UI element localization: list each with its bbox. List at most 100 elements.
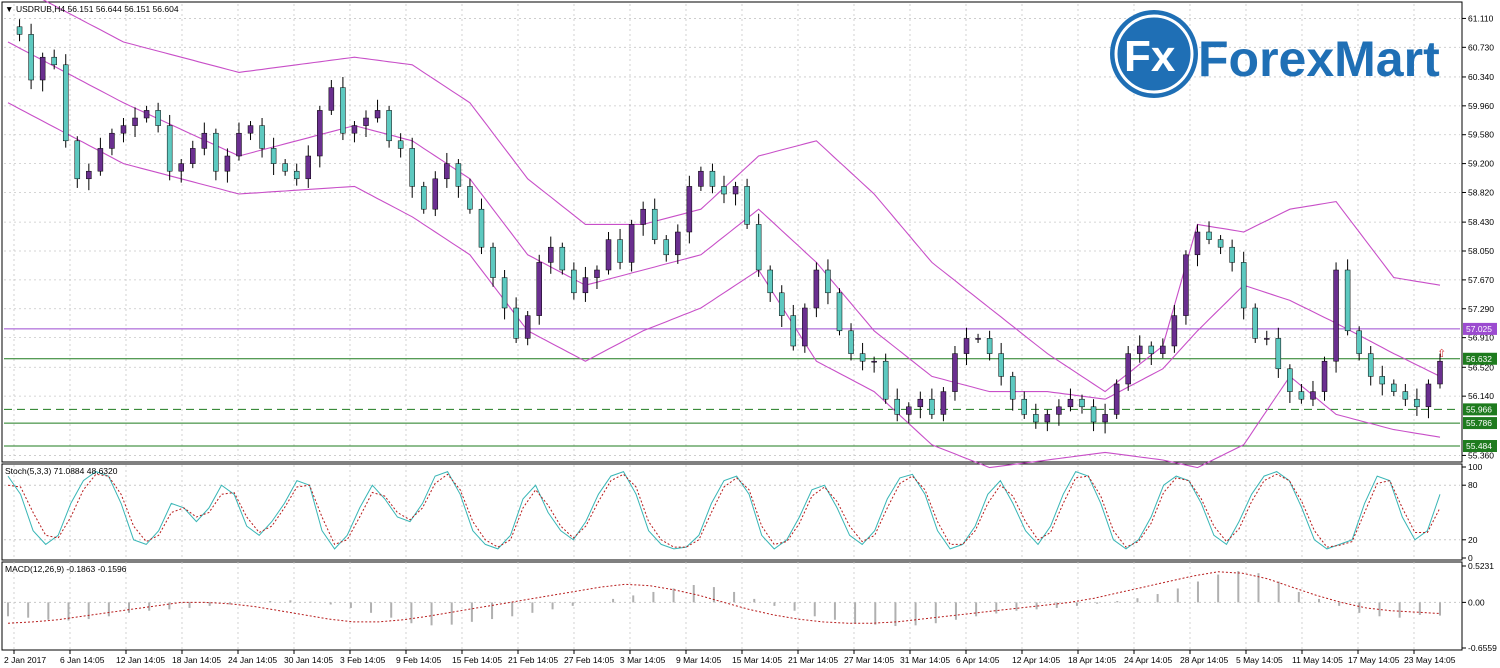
level-tag-label: 55.484 (1466, 441, 1492, 451)
candle-bear (467, 186, 473, 210)
candle-bear (213, 132, 219, 172)
candle-bull (1171, 315, 1178, 347)
candle-bull (1113, 383, 1120, 415)
candle-bear (1033, 414, 1039, 423)
time-axis: 2 Jan 2017 6 Jan 14:05 12 Jan 14:05 18 Jan … (4, 650, 1456, 665)
candle-bull (802, 307, 808, 347)
time-label: 23 May 14:05 (1404, 655, 1456, 665)
macd-axis-label: -0.6559 (1468, 643, 1497, 653)
candle-bear (409, 148, 415, 187)
candle-bear (986, 338, 993, 354)
candle-bull (132, 117, 138, 126)
level-tag-bg (1463, 322, 1497, 335)
logo-word: ForexMart (1198, 31, 1440, 87)
time-label: 11 May 14:05 (1292, 655, 1343, 665)
candle-bull (1264, 338, 1270, 340)
candle-bear (513, 307, 519, 339)
candle-bear (490, 246, 496, 278)
time-label: 12 Jan 14:05 (116, 655, 165, 665)
stoch-axis-label: 100 (1468, 462, 1482, 472)
candle-bear (929, 398, 935, 415)
macd-series (7, 571, 1441, 627)
candle-bear (270, 148, 277, 164)
stochastic-lines (7, 470, 1441, 550)
candle-bull (247, 125, 254, 134)
candle-bear (455, 163, 462, 187)
level-tag-label: 55.966 (1466, 404, 1492, 414)
candle-bear (1379, 376, 1386, 385)
candle-bull (906, 406, 912, 415)
candle-bull (1044, 414, 1051, 423)
candle-bear (1090, 406, 1097, 423)
price-axis-label: 55.360 (1468, 450, 1494, 460)
level-tag-bg (1463, 417, 1497, 430)
candle-bear (1402, 391, 1409, 400)
candle-bull (305, 155, 312, 180)
stoch-axis-label: 0 (1468, 553, 1473, 563)
candle-bull (317, 110, 323, 157)
price-axis-label: 57.670 (1468, 275, 1494, 285)
candle-bear (1298, 391, 1305, 400)
candle-bull (1194, 231, 1201, 256)
candle-bear (1009, 376, 1016, 400)
price-axis-label: 61.110 (1468, 13, 1494, 23)
candle-bull (224, 155, 231, 172)
price-axis-label: 57.290 (1468, 304, 1494, 314)
candle-bull (363, 117, 369, 126)
candle-bear (1079, 398, 1085, 408)
candle-bull (97, 148, 104, 172)
candle-bull (732, 186, 739, 195)
header-arrow-icon[interactable]: ▼ (5, 4, 13, 14)
candle-bear (859, 353, 866, 362)
time-label: 15 Mar 14:05 (732, 655, 782, 665)
candle-bear (1275, 338, 1282, 370)
candle-bull (698, 170, 704, 187)
candle-bull (432, 178, 439, 210)
candle-bear (1391, 383, 1397, 392)
candle-bear (836, 292, 843, 332)
candle-bear (1414, 398, 1420, 408)
candle-bull (536, 262, 542, 316)
price-axis-label: 58.430 (1468, 217, 1494, 227)
candle-bear (1287, 368, 1293, 392)
candle-bull (190, 148, 196, 164)
macd-signal-line (7, 571, 1441, 624)
candle-bear (420, 186, 427, 210)
time-label: 18 Jan 14:05 (172, 655, 221, 665)
candle-bull (594, 269, 600, 278)
candle-bear (62, 64, 69, 142)
candle-bear (651, 208, 658, 240)
time-label: 30 Jan 14:05 (284, 655, 333, 665)
candle-bull (1425, 383, 1432, 408)
candle-bull (813, 269, 820, 309)
candle-bear (155, 110, 161, 126)
stoch-pane-frame (1, 463, 1463, 561)
logo-mark-text: Fx (1124, 32, 1176, 81)
time-label: 5 May 14:05 (1236, 655, 1283, 665)
price-axis-label: 58.820 (1468, 187, 1494, 197)
candle-bear (709, 170, 716, 187)
price-axis-label: 59.580 (1468, 130, 1494, 140)
logo-mark-circle (1110, 10, 1198, 98)
price-pane-frame (1, 1, 1463, 463)
candle-bear (790, 315, 797, 347)
candle-bull (686, 186, 693, 233)
candle-bull (1321, 360, 1328, 392)
candle-bull (86, 170, 92, 180)
time-label: 18 Apr 14:05 (1068, 655, 1116, 665)
candle-bull (1437, 360, 1443, 385)
candle-bear (744, 186, 750, 225)
candle-bull (975, 338, 981, 340)
candle-bear (166, 125, 173, 172)
time-label: 21 Feb 14:05 (508, 655, 558, 665)
forexmart-logo: Fx ForexMart (1110, 10, 1440, 98)
candle-bull (952, 353, 958, 392)
candle-bull (1067, 398, 1074, 408)
level-tag-label: 56.632 (1466, 354, 1492, 364)
price-axis: 61.110 60.730 60.340 59.960 59.580 59.200 58.8… (1462, 13, 1497, 653)
price-axis-label: 56.910 (1468, 333, 1494, 343)
macd-axis-label: 0.00 (1468, 597, 1485, 607)
candle-bear (478, 208, 485, 248)
candle-bear (767, 269, 773, 294)
